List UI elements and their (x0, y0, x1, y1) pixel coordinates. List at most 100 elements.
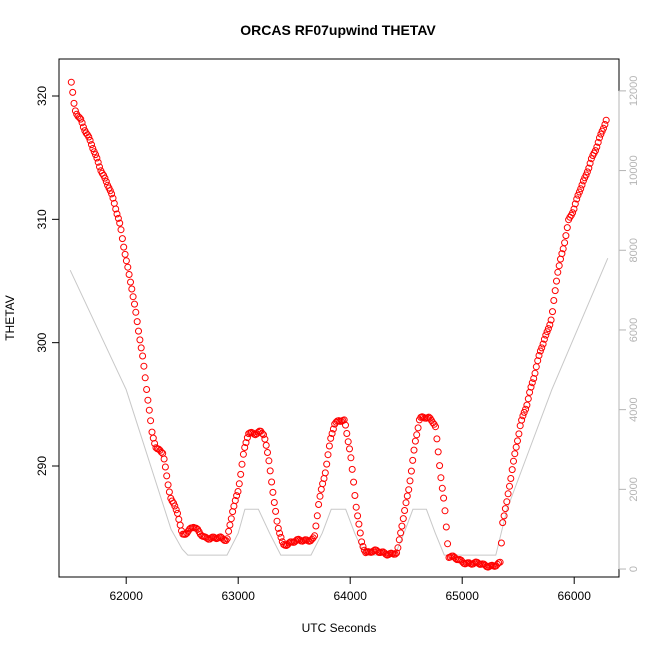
thetav-point (554, 268, 562, 276)
thetav-point (583, 168, 591, 176)
thetav-point (273, 517, 281, 525)
thetav-point (409, 456, 417, 464)
thetav-point (117, 226, 125, 234)
thetav-point (359, 543, 367, 550)
thetav-point (118, 235, 126, 243)
thetav-point (578, 181, 586, 189)
thetav-point (514, 437, 521, 445)
thetav-point (315, 501, 323, 508)
thetav-point (268, 478, 276, 486)
thetav-point (395, 536, 403, 544)
y2-tick-label: 4000 (628, 397, 640, 421)
thetav-point (394, 544, 402, 552)
thetav-point (312, 522, 320, 530)
thetav-point (515, 430, 523, 438)
thetav-point (585, 164, 593, 172)
thetav-point (85, 133, 93, 141)
thetav-point (571, 200, 579, 208)
y2-tick-label: 6000 (628, 318, 640, 342)
thetav-point (139, 352, 147, 360)
thetav-point (532, 363, 540, 371)
thetav-point (137, 344, 145, 352)
thetav-point (530, 375, 538, 382)
thetav-point (563, 224, 571, 232)
thetav-point (328, 430, 336, 437)
thetav-point (261, 435, 269, 443)
y-tick-label: 290 (35, 456, 49, 476)
thetav-point (109, 194, 117, 202)
thetav-point (140, 362, 148, 370)
thetav-point (327, 434, 335, 442)
plot-frame (58, 58, 620, 578)
thetav-point (550, 297, 558, 304)
thetav-point (355, 520, 363, 528)
thetav-point (144, 396, 152, 404)
thetav-point (411, 437, 419, 445)
thetav-point (444, 540, 452, 548)
thetav-point (258, 429, 266, 437)
thetav-point (69, 88, 77, 96)
thetav-point (594, 138, 602, 146)
thetav-point (350, 478, 358, 486)
thetav-point (237, 470, 245, 478)
thetav-point (504, 490, 512, 498)
thetav-point (235, 480, 243, 488)
thetav-point (516, 422, 524, 430)
thetav-point (569, 209, 577, 217)
thetav-point (335, 417, 343, 425)
thetav-point (440, 494, 448, 502)
thetav-point (547, 316, 555, 324)
y-tick-label: 300 (35, 332, 49, 352)
thetav-point (437, 474, 445, 482)
x-tick-label: 63000 (222, 589, 256, 603)
thetav-point (540, 335, 548, 343)
thetav-point (522, 405, 530, 413)
thetav-point (527, 383, 535, 391)
thetav-point (108, 190, 116, 198)
thetav-point (226, 521, 234, 529)
thetav-point (399, 515, 407, 523)
thetav-point (528, 379, 536, 387)
thetav-point (601, 121, 609, 128)
thetav-point (555, 262, 563, 270)
thetav-point (407, 467, 415, 475)
y2-axis: 0 2000 4000 6000 8000 10000 12000 (618, 76, 640, 572)
thetav-point (573, 195, 581, 203)
thetav-point (319, 480, 327, 488)
thetav-point (132, 308, 140, 316)
thetav-point (561, 239, 569, 247)
thetav-point (78, 119, 86, 127)
thetav-point (500, 512, 508, 520)
thetav-point (324, 451, 332, 459)
thetav-point (101, 174, 109, 182)
thetav-point (397, 529, 405, 537)
thetav-point (222, 537, 230, 544)
thetav-point (163, 472, 171, 480)
thetav-point (593, 143, 601, 151)
thetav-point (551, 287, 559, 295)
thetav-point (239, 450, 247, 458)
thetav-point (531, 369, 539, 377)
thetav-point (354, 512, 362, 520)
thetav-point (122, 257, 130, 265)
thetav-point (562, 232, 570, 240)
x-axis-label: UTC Seconds (302, 621, 377, 635)
y-axis: 290 300 310 320 (35, 86, 60, 476)
thetav-point (496, 558, 504, 566)
thetav-point (507, 475, 515, 482)
thetav-point (70, 99, 78, 107)
thetav-point (575, 188, 583, 196)
thetav-point (510, 457, 517, 465)
thetav-point (406, 477, 414, 485)
thetav-point (579, 177, 587, 185)
chart-title: ORCAS RF07upwind THETAV (240, 22, 436, 38)
thetav-point (570, 205, 578, 213)
thetav-point (234, 488, 242, 495)
thetav-point (238, 460, 246, 468)
thetav-point (574, 191, 582, 199)
thetav-point (602, 116, 610, 124)
thetav-point (269, 488, 277, 496)
thetav-point (586, 159, 594, 167)
thetav-point (160, 455, 168, 463)
thetav-point (325, 442, 333, 450)
